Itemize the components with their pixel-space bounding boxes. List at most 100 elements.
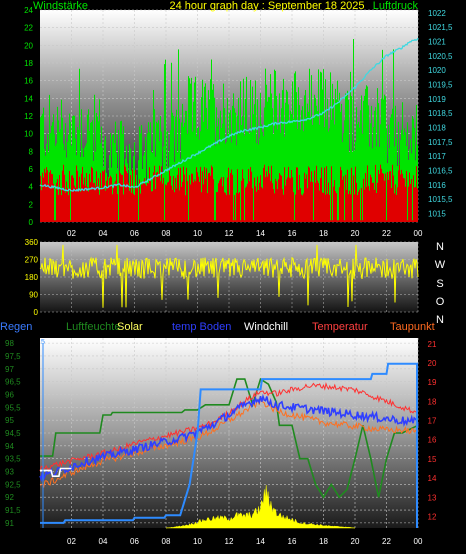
tick-label: 90 xyxy=(29,291,38,300)
tick-label: 22 xyxy=(382,537,391,546)
wind-panel-axes: 02468101214161820222410151015,510161016,… xyxy=(24,6,453,238)
tick-label: 1021 xyxy=(428,38,446,47)
wind-axis-label: Windstärke xyxy=(33,0,88,12)
tick-label: 95 xyxy=(5,416,14,425)
tick-label: 19 xyxy=(428,378,437,387)
tick-label: 1019 xyxy=(428,95,446,104)
tick-label: 91,5 xyxy=(5,506,21,515)
tick-label: 2 xyxy=(29,200,34,209)
tick-label: 20 xyxy=(428,359,437,368)
tick-label: 360 xyxy=(25,238,39,247)
tick-label: 02 xyxy=(67,229,76,238)
tick-label: 10 xyxy=(193,229,202,238)
tick-label: 14 xyxy=(256,537,265,546)
tick-label: 98 xyxy=(5,339,14,348)
tick-label: 91 xyxy=(5,519,14,528)
dewpoint-series xyxy=(39,396,419,489)
tick-label: 14 xyxy=(24,94,33,103)
tick-label: 21 xyxy=(428,340,437,349)
tick-label: 13 xyxy=(428,493,437,502)
tick-label: 12 xyxy=(225,229,234,238)
tick-label: 06 xyxy=(130,229,139,238)
tick-label: 1017,5 xyxy=(428,138,453,147)
tick-label: 20 xyxy=(351,229,360,238)
tick-label: 8 xyxy=(29,147,34,156)
direction-panel-series xyxy=(39,244,419,308)
windchill-series xyxy=(40,467,72,477)
tick-label: 20 xyxy=(351,537,360,546)
compass-letter: W xyxy=(435,259,446,271)
tick-label: 1015,5 xyxy=(428,195,453,204)
solar-series xyxy=(165,485,356,529)
tick-label: 1020,5 xyxy=(428,52,453,61)
tick-label: 1017 xyxy=(428,152,446,161)
tick-label: 94,5 xyxy=(5,429,21,438)
tick-label: 1020 xyxy=(428,66,446,75)
tick-label: 15 xyxy=(428,455,437,464)
tick-label: 10 xyxy=(193,537,202,546)
tick-label: 12 xyxy=(225,537,234,546)
tick-label: 1021,5 xyxy=(428,23,453,32)
compass-letter: O xyxy=(436,296,445,308)
climate-panel: 91 91,5 92 92,5 93 93,5 94 94,5 95 95,5 96 96,5 97 97… xyxy=(0,321,437,546)
tick-label: 08 xyxy=(162,229,171,238)
compass-letter: N xyxy=(436,241,444,253)
tick-label: 0 xyxy=(29,218,34,227)
tick-label: 06 xyxy=(130,537,139,546)
wind-panel-series xyxy=(39,37,419,222)
tick-label: 93 xyxy=(5,468,14,477)
tick-label: 16 xyxy=(24,77,33,86)
tick-label: 4 xyxy=(29,183,34,192)
tick-label: 04 xyxy=(99,537,108,546)
wind-direction-series xyxy=(39,244,419,308)
legend-label-7: Taupunkt xyxy=(390,321,435,333)
tick-label: 96 xyxy=(5,390,14,399)
tick-label: 270 xyxy=(25,256,39,265)
tick-label: 00 xyxy=(414,537,423,546)
tick-label: 16 xyxy=(288,229,297,238)
tick-label: 00 xyxy=(414,229,423,238)
tick-label: 94 xyxy=(5,442,14,451)
tick-label: 02 xyxy=(67,537,76,546)
tick-label: 0 xyxy=(34,308,39,317)
tick-label: 12 xyxy=(428,512,437,521)
legend-label-3: Solar xyxy=(117,321,143,333)
legend-label-5: Windchill xyxy=(244,321,288,333)
tick-label: 12 xyxy=(24,112,33,121)
tick-label: 22 xyxy=(24,24,33,33)
tick-label: 1015 xyxy=(428,209,446,218)
tick-label: 14 xyxy=(428,474,437,483)
pressure-axis-label: Luftdruck xyxy=(373,0,419,12)
legend-label-2: Luftfeuchte xyxy=(66,321,120,333)
compass-letter: S xyxy=(436,278,443,290)
tick-label: 08 xyxy=(162,537,171,546)
tick-label: 16 xyxy=(288,537,297,546)
tick-label: 10 xyxy=(24,130,33,139)
tick-label: 6 xyxy=(29,165,34,174)
tick-label: 95,5 xyxy=(5,403,21,412)
tick-label: 04 xyxy=(99,229,108,238)
tick-label: 22 xyxy=(382,229,391,238)
tick-label: 93,5 xyxy=(5,455,21,464)
climate-panel-axes: 91 91,5 92 92,5 93 93,5 94 94,5 95 95,5 96 96,5 97 97… xyxy=(5,339,437,546)
tick-label: 18 xyxy=(428,397,437,406)
climate-panel-series xyxy=(39,362,419,529)
compass-letter: N xyxy=(436,314,444,326)
wind-speed-series xyxy=(40,164,418,222)
tick-label: 16 xyxy=(428,436,437,445)
tick-label: 17 xyxy=(428,417,437,426)
tick-label: 97 xyxy=(5,365,14,374)
tick-label: 18 xyxy=(24,59,33,68)
tick-label: 18 xyxy=(319,229,328,238)
tick-label: 1022 xyxy=(428,9,446,18)
legend-label-6: Temperatur xyxy=(312,321,368,333)
legend-label-4: temp Boden xyxy=(172,321,231,333)
tick-label: 1016,5 xyxy=(428,166,453,175)
tick-label: 180 xyxy=(25,273,39,282)
chart-title: 24 hour graph day : September 18 2025 xyxy=(169,0,364,12)
rain-series xyxy=(40,362,418,524)
